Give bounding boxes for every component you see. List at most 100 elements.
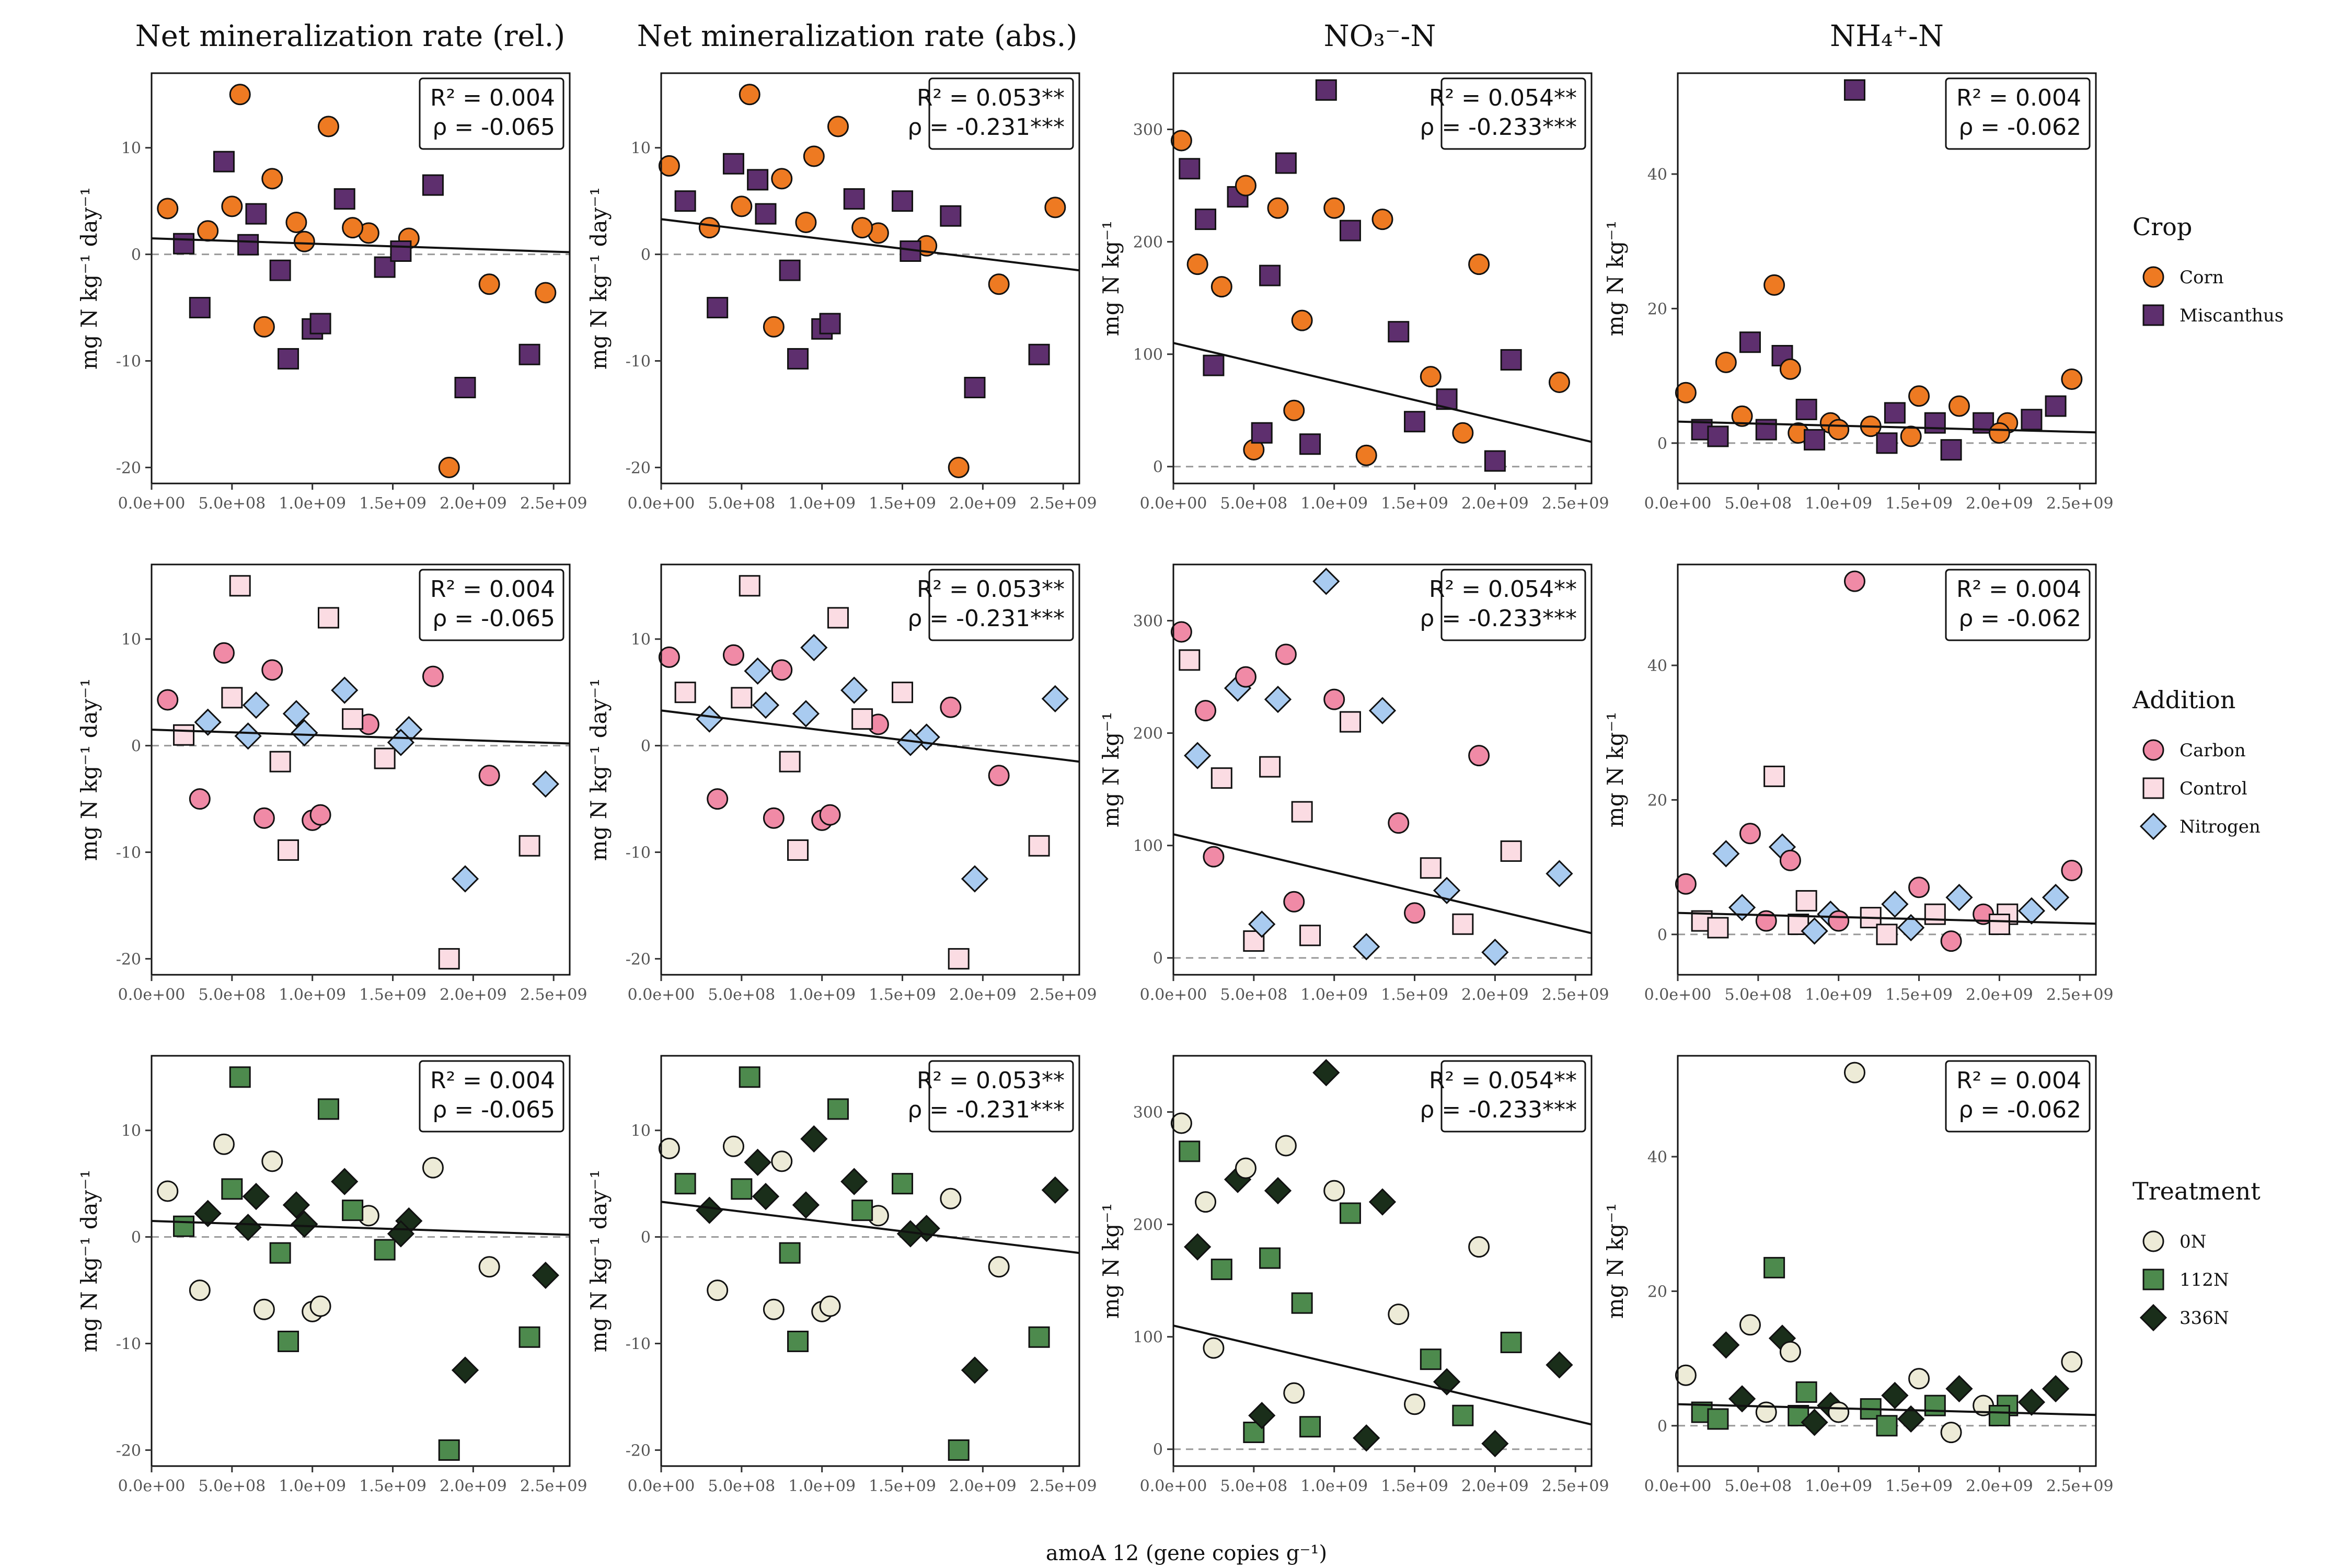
regression-line (661, 218, 1080, 272)
data-point (1945, 883, 1973, 912)
legend-label: Carbon (2180, 740, 2246, 761)
x-tick-label: 2.0e+09 (949, 1477, 1017, 1495)
data-point (2017, 897, 2046, 925)
x-tick-label: 1.5e+09 (1381, 1477, 1448, 1495)
data-point (1170, 621, 1192, 643)
data-point (342, 217, 364, 239)
data-point (840, 1168, 868, 1195)
rho-label: ρ = -0.065 (432, 1097, 555, 1123)
data-point (278, 839, 299, 861)
panel-r2-c1: -20 -10 0 10 0.0e+00 5.0e+08 1.0e+09 1.5e+09 2.0… (76, 563, 587, 1004)
data-point (892, 190, 914, 212)
legend-key-336n (2139, 1304, 2167, 1332)
data-point (1420, 366, 1442, 388)
panel-r3-c2: -20 -10 0 10 0.0e+00 5.0e+08 1.0e+09 1.5e+09 2.0… (586, 1055, 1097, 1495)
data-point (1881, 1381, 1909, 1409)
x-tick-label: 2.0e+09 (1461, 494, 1529, 513)
legend-key-carbon (2142, 739, 2164, 761)
x-tick-label: 1.0e+09 (1300, 1477, 1368, 1495)
data-point (1388, 1304, 1410, 1325)
data-point (739, 84, 760, 106)
data-point (1828, 1401, 1850, 1423)
data-point (1275, 1135, 1297, 1157)
regression-line (661, 709, 1080, 763)
data-point (1712, 840, 1740, 868)
x-tick-label: 2.5e+09 (2046, 986, 2114, 1004)
x-tick-label: 0.0e+00 (1644, 494, 1712, 513)
data-point (1210, 276, 1232, 298)
data-point (1028, 1326, 1050, 1348)
data-point (827, 116, 849, 137)
data-point (269, 259, 291, 281)
regression-line (1677, 420, 2096, 434)
y-axis-label: mg N kg⁻¹ day⁻¹ (586, 187, 612, 370)
x-tick-label: 0.0e+00 (118, 986, 186, 1004)
legend-key-112n (2142, 1269, 2164, 1290)
x-tick-label: 2.5e+09 (1542, 1477, 1609, 1495)
data-point (1908, 877, 1930, 898)
data-point (940, 205, 962, 227)
data-point (478, 273, 500, 295)
data-point (221, 1178, 243, 1200)
y-tick-label: 20 (1647, 300, 1667, 318)
data-point (331, 1168, 359, 1195)
data-point (827, 1098, 849, 1120)
data-point (851, 708, 873, 730)
y-axis-label: mg N kg⁻¹ day⁻¹ (76, 678, 102, 861)
data-point (1884, 402, 1906, 424)
rho-label: ρ = -0.233*** (1420, 114, 1577, 141)
x-tick-label: 1.5e+09 (359, 986, 426, 1004)
panel-frame (1677, 1055, 2097, 1467)
data-point (739, 575, 760, 597)
data-point (1900, 425, 1922, 447)
panel-r1-c1: -20 -10 0 10 0.0e+00 5.0e+08 1.0e+09 1.5e+09 2.0… (76, 72, 587, 513)
data-point (1945, 1375, 1973, 1403)
data-point (1028, 343, 1050, 365)
data-point (1924, 1394, 1946, 1416)
x-tick-label: 2.5e+09 (520, 986, 587, 1004)
data-point (1500, 1331, 1522, 1353)
y-tick-label: 300 (1133, 121, 1163, 140)
y-axis-label: mg N kg⁻¹ day⁻¹ (586, 1170, 612, 1353)
r-squared-label: R² = 0.004 (430, 1067, 555, 1094)
data-point (1420, 857, 1442, 879)
regression-line (151, 729, 570, 745)
legend-key-nitrogen (2139, 812, 2167, 840)
data-point (722, 1135, 744, 1157)
data-point (333, 188, 355, 210)
y-tick-label: 100 (1133, 837, 1163, 856)
data-point (1184, 1233, 1212, 1261)
data-point (2042, 883, 2070, 912)
legend-label: Corn (2180, 267, 2224, 288)
y-tick-label: 0 (1153, 950, 1163, 968)
legend-treatment: Treatment 0N 112N 336N (2132, 1177, 2261, 1332)
legend-label: 112N (2180, 1270, 2229, 1290)
data-point (2045, 395, 2067, 417)
data-point (221, 687, 243, 709)
data-point (234, 1214, 262, 1241)
data-point (1195, 700, 1217, 722)
data-point (1452, 913, 1474, 935)
data-point (2021, 409, 2043, 431)
data-point (1210, 767, 1232, 789)
panel-frame (660, 563, 1080, 976)
data-point (948, 456, 970, 478)
data-point (1675, 382, 1697, 403)
x-tick-label: 2.5e+09 (1030, 986, 1097, 1004)
data-point (1323, 1180, 1345, 1202)
y-tick-label: 40 (1647, 166, 1667, 184)
y-axis-label: mg N kg⁻¹ (1098, 1203, 1124, 1319)
x-tick-label: 1.5e+09 (869, 494, 936, 513)
rho-label: ρ = -0.233*** (1420, 605, 1577, 632)
panel-frame (1677, 563, 2097, 976)
legend-label: Miscanthus (2180, 305, 2284, 326)
x-tick-label: 1.5e+09 (359, 494, 426, 513)
y-tick-label: 0 (1657, 1417, 1667, 1436)
data-point (242, 1183, 270, 1210)
x-tick-label: 1.0e+09 (1805, 1477, 1872, 1495)
legend-label: 336N (2180, 1308, 2229, 1329)
data-point (819, 1295, 841, 1317)
stats-box (928, 1060, 1074, 1133)
panel-frame (151, 1055, 571, 1467)
